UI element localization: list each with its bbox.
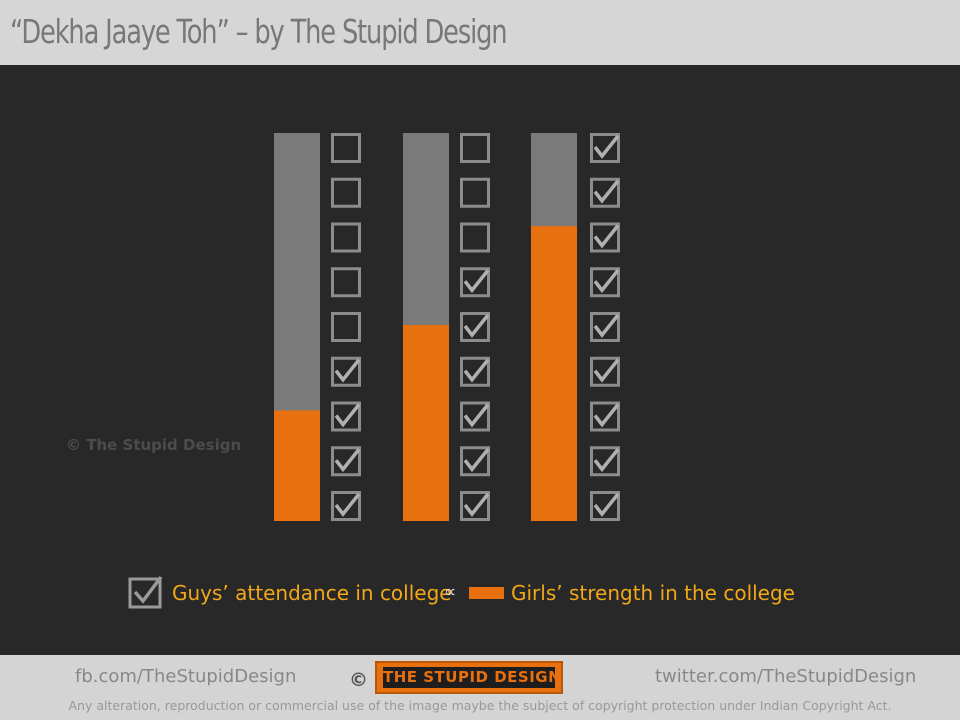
checked-box-icon	[590, 491, 620, 521]
checked-box-icon	[590, 401, 620, 432]
bar-girls-strength-2	[403, 325, 449, 521]
facebook-link[interactable]: fb.com/TheStupidDesign	[75, 666, 297, 687]
empty-box-icon	[331, 177, 361, 208]
checked-box-icon	[460, 312, 490, 342]
checked-box-icon	[590, 312, 620, 342]
empty-box-icon	[331, 222, 361, 253]
checked-box-icon	[331, 446, 361, 477]
checked-box-icon	[460, 356, 490, 387]
copyright-icon: ©	[349, 669, 368, 691]
checked-box-icon	[331, 356, 361, 387]
empty-box-icon	[331, 267, 361, 298]
checked-box-icon	[590, 356, 620, 387]
empty-box-icon	[331, 133, 361, 163]
checked-box-icon	[590, 446, 620, 477]
twitter-link[interactable]: twitter.com/TheStupidDesign	[655, 666, 917, 687]
page-title: “Dekha Jaaye Toh” – by The Stupid Design	[10, 12, 508, 51]
checked-box-icon	[460, 491, 490, 521]
checked-box-icon	[460, 401, 490, 432]
empty-box-icon	[460, 133, 490, 163]
bar-girls-strength-3	[531, 226, 577, 521]
watermark-text: © The Stupid Design	[66, 436, 242, 454]
legend-bar-label: Girls’ strength in the college	[511, 581, 795, 605]
checked-box-icon	[460, 267, 490, 298]
legend-checkbox-icon	[128, 575, 163, 609]
checked-box-icon	[590, 222, 620, 253]
checked-box-icon	[331, 401, 361, 432]
checked-box-icon	[460, 446, 490, 477]
logo-text: THE STUPID DESIGN	[383, 667, 555, 688]
empty-box-icon	[460, 222, 490, 253]
legend-bar-swatch	[469, 587, 504, 599]
empty-box-icon	[331, 312, 361, 342]
checked-box-icon	[331, 491, 361, 521]
proportional-symbol: ∝	[444, 582, 457, 602]
legend-checkbox-label: Guys’ attendance in college	[172, 581, 452, 605]
checked-box-icon	[590, 133, 620, 163]
checked-box-icon	[590, 267, 620, 298]
logo: THE STUPID DESIGN	[375, 661, 563, 694]
empty-box-icon	[460, 177, 490, 208]
checked-box-icon	[590, 177, 620, 208]
copyright-disclaimer: Any alteration, reproduction or commerci…	[68, 698, 892, 713]
bar-girls-strength-1	[274, 410, 320, 521]
footer-bar: fb.com/TheStupidDesign © THE STUPID DESI…	[0, 655, 960, 720]
header-bar: “Dekha Jaaye Toh” – by The Stupid Design	[0, 0, 960, 65]
chart-legend: Guys’ attendance in college ∝ Girls’ str…	[128, 574, 828, 609]
